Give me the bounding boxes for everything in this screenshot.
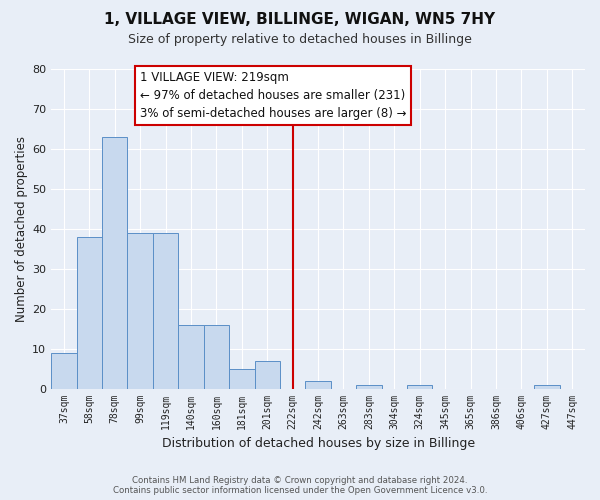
Bar	[534, 384, 560, 388]
Bar	[407, 384, 433, 388]
Bar	[305, 380, 331, 388]
Bar	[102, 137, 127, 388]
X-axis label: Distribution of detached houses by size in Billinge: Distribution of detached houses by size …	[161, 437, 475, 450]
Bar	[77, 237, 102, 388]
Bar	[51, 352, 77, 388]
Text: 1 VILLAGE VIEW: 219sqm
← 97% of detached houses are smaller (231)
3% of semi-det: 1 VILLAGE VIEW: 219sqm ← 97% of detached…	[140, 71, 407, 120]
Bar	[356, 384, 382, 388]
Text: Contains HM Land Registry data © Crown copyright and database right 2024.
Contai: Contains HM Land Registry data © Crown c…	[113, 476, 487, 495]
Bar	[153, 233, 178, 388]
Y-axis label: Number of detached properties: Number of detached properties	[15, 136, 28, 322]
Bar	[254, 360, 280, 388]
Bar	[203, 324, 229, 388]
Bar	[178, 324, 203, 388]
Text: 1, VILLAGE VIEW, BILLINGE, WIGAN, WN5 7HY: 1, VILLAGE VIEW, BILLINGE, WIGAN, WN5 7H…	[104, 12, 496, 28]
Text: Size of property relative to detached houses in Billinge: Size of property relative to detached ho…	[128, 32, 472, 46]
Bar	[229, 368, 254, 388]
Bar	[127, 233, 153, 388]
